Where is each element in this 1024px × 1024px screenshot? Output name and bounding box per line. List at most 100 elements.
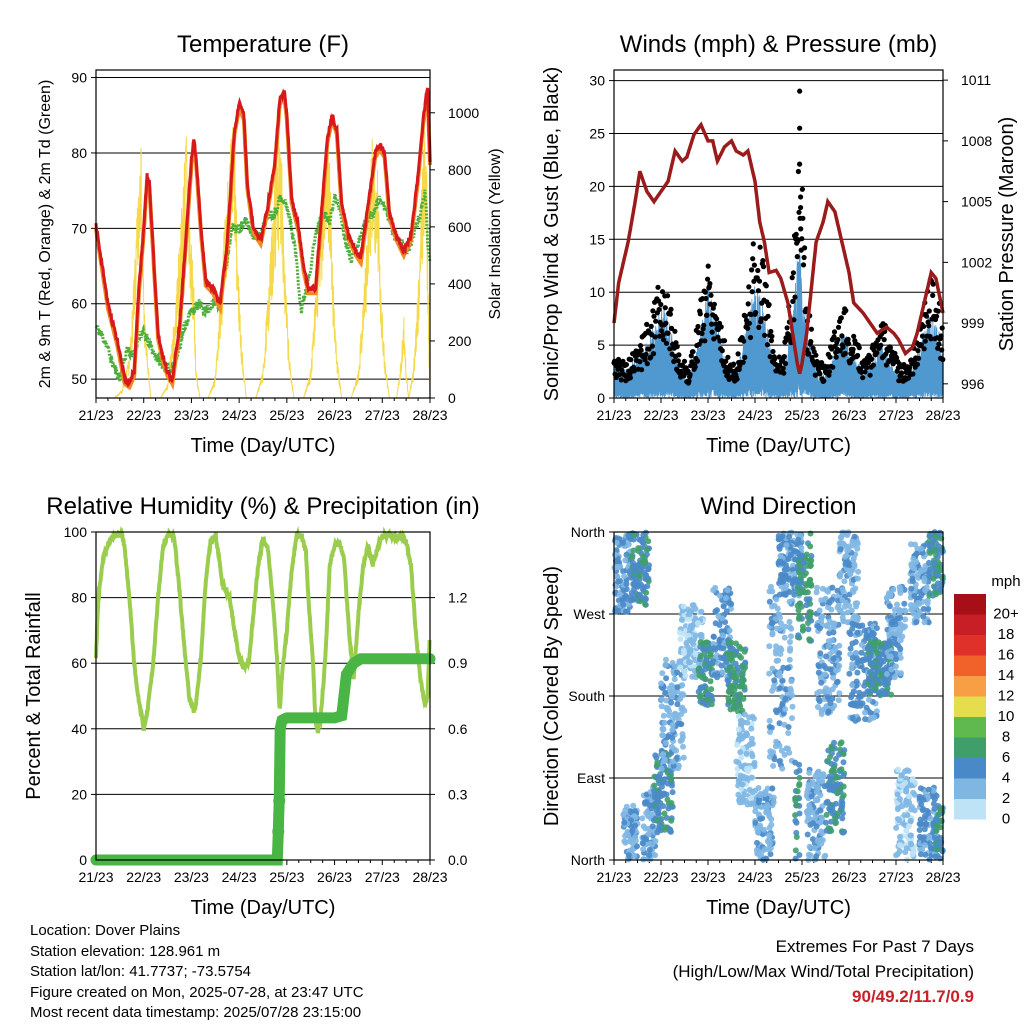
direction-point (675, 720, 681, 727)
direction-point (898, 670, 904, 677)
direction-point (776, 758, 783, 765)
direction-point (801, 572, 807, 579)
direction-point (825, 643, 832, 650)
direction-point (667, 826, 674, 833)
gust-point (648, 354, 654, 360)
gust-point (749, 267, 755, 273)
speed-legend-swatch (954, 758, 986, 779)
gust-point (797, 194, 804, 200)
direction-point (679, 731, 686, 738)
direction-point (814, 771, 821, 778)
direction-xtick-label: 26/23 (831, 869, 866, 885)
gust-point (831, 329, 838, 335)
gust-point (704, 312, 710, 318)
gust-point (644, 361, 650, 367)
gust-point (765, 313, 771, 319)
direction-point (703, 656, 710, 663)
direction-point (646, 846, 653, 853)
winds-xtick-label: 28/23 (925, 407, 960, 423)
direction-point (782, 591, 789, 598)
direction-point (839, 597, 846, 604)
direction-point (911, 593, 918, 599)
direction-point (858, 649, 865, 656)
direction-point (735, 713, 742, 720)
direction-point (796, 774, 803, 781)
gust-point (735, 351, 741, 357)
direction-point (807, 852, 814, 859)
direction-point (793, 769, 800, 776)
direction-point (836, 650, 843, 657)
gust-point (760, 264, 767, 270)
direction-point (722, 595, 729, 601)
direction-point (851, 561, 858, 568)
humidity-xtick-label: 27/23 (365, 869, 400, 885)
direction-point (920, 605, 927, 612)
direction-point (796, 852, 803, 858)
direction-point (765, 810, 772, 817)
direction-point (787, 639, 793, 645)
direction-point (660, 732, 667, 739)
gust-point (921, 323, 927, 329)
direction-point (710, 587, 717, 594)
direction-point (829, 584, 836, 591)
direction-point (748, 800, 755, 807)
direction-point (742, 732, 749, 738)
direction-point (816, 607, 823, 614)
direction-point (752, 820, 759, 826)
direction-point (803, 551, 810, 558)
direction-point (765, 846, 772, 853)
direction-point (798, 544, 805, 551)
gust-point (789, 275, 795, 281)
gust-point (881, 337, 887, 343)
direction-point (924, 807, 930, 814)
direction-point (629, 827, 636, 834)
direction-point (903, 801, 910, 808)
gust-point (740, 359, 746, 365)
gust-point (658, 301, 664, 308)
gust-point (707, 301, 714, 307)
direction-point (727, 644, 734, 651)
direction-point (787, 645, 794, 652)
direction-point (660, 712, 667, 719)
direction-point (925, 786, 932, 793)
direction-point (669, 789, 676, 796)
direction-point (823, 587, 830, 594)
direction-point (620, 587, 627, 594)
solar-insolation-line (96, 127, 431, 399)
gust-point (790, 298, 796, 304)
gust-point (637, 359, 643, 365)
speed-legend-swatch (954, 737, 986, 758)
direction-point (785, 556, 792, 563)
direction-point (846, 670, 853, 677)
direction-point (806, 769, 813, 776)
winds-xtick-label: 25/23 (784, 407, 819, 423)
direction-point (853, 613, 860, 620)
direction-point (789, 562, 796, 569)
direction-point (780, 664, 787, 671)
direction-point (922, 587, 929, 594)
gust-point (699, 330, 705, 337)
direction-point (791, 548, 798, 555)
direction-point (907, 817, 914, 824)
direction-point (731, 696, 738, 702)
direction-point (854, 600, 861, 607)
direction-point (830, 629, 837, 636)
direction-point (702, 646, 709, 653)
gust-point (687, 371, 693, 378)
direction-point (735, 708, 741, 715)
direction-point (922, 812, 928, 819)
humidity-xlabel: Time (Day/UTC) (191, 897, 336, 919)
direction-point (913, 550, 920, 557)
direction-xtick-label: 24/23 (737, 869, 772, 885)
direction-point (902, 779, 909, 786)
speed-legend-label: 6 (1002, 749, 1010, 766)
direction-point (656, 822, 663, 829)
gust-point (711, 336, 717, 342)
gust-point (780, 365, 786, 371)
direction-point (782, 566, 789, 573)
direction-point (744, 719, 751, 726)
direction-point (776, 720, 783, 727)
temperature-xtick-label: 26/23 (317, 407, 352, 423)
direction-point (741, 648, 748, 655)
direction-point (737, 703, 744, 710)
